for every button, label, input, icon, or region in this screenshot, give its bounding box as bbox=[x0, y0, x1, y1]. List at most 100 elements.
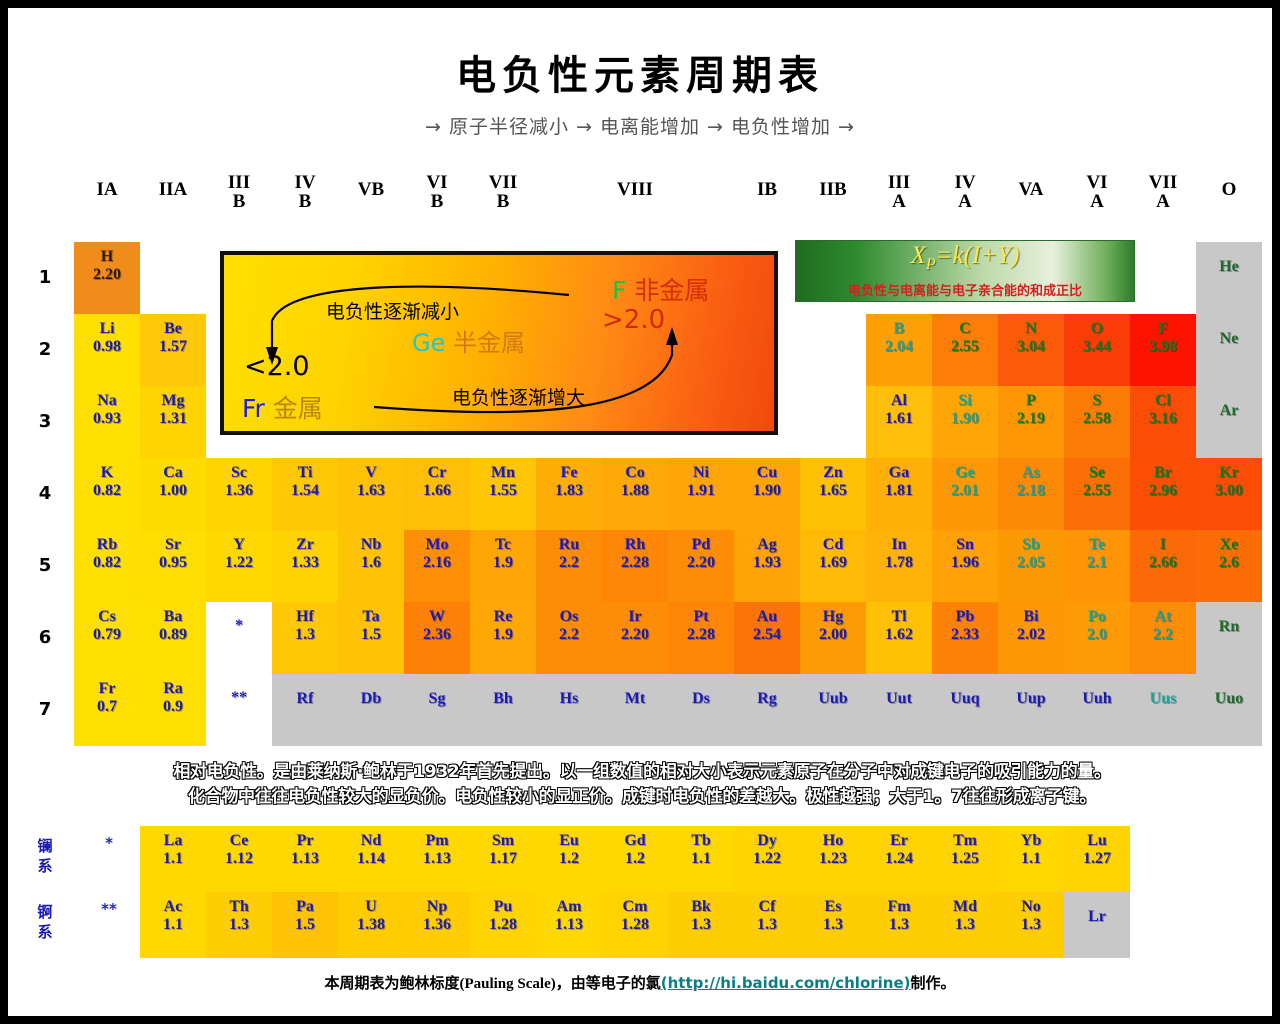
element-cell-U[interactable]: U 1.38 bbox=[338, 892, 404, 958]
element-cell-B[interactable]: B 2.04 bbox=[866, 314, 932, 386]
element-cell-As[interactable]: As 2.18 bbox=[998, 458, 1064, 530]
element-cell-Na[interactable]: Na 0.93 bbox=[74, 386, 140, 458]
element-cell-V[interactable]: V 1.63 bbox=[338, 458, 404, 530]
element-cell-Ra[interactable]: Ra 0.9 bbox=[140, 674, 206, 746]
element-cell-Mt[interactable]: Mt bbox=[602, 674, 668, 746]
element-cell-Br[interactable]: Br 2.96 bbox=[1130, 458, 1196, 530]
element-cell-Ba[interactable]: Ba 0.89 bbox=[140, 602, 206, 674]
element-cell-Sc[interactable]: Sc 1.36 bbox=[206, 458, 272, 530]
element-cell-starstar[interactable]: ** bbox=[206, 674, 272, 746]
element-cell-Mg[interactable]: Mg 1.31 bbox=[140, 386, 206, 458]
element-cell-Cu[interactable]: Cu 1.90 bbox=[734, 458, 800, 530]
element-cell-At[interactable]: At 2.2 bbox=[1130, 602, 1196, 674]
element-cell-Ne[interactable]: Ne bbox=[1196, 314, 1262, 386]
element-cell-Bk[interactable]: Bk 1.3 bbox=[668, 892, 734, 958]
element-cell-C[interactable]: C 2.55 bbox=[932, 314, 998, 386]
element-cell-Ge[interactable]: Ge 2.01 bbox=[932, 458, 998, 530]
element-cell-Er[interactable]: Er 1.24 bbox=[866, 826, 932, 892]
element-cell-Db[interactable]: Db bbox=[338, 674, 404, 746]
element-cell-Al[interactable]: Al 1.61 bbox=[866, 386, 932, 458]
footer-url-link[interactable]: (http://hi.baidu.com/chlorine) bbox=[660, 974, 911, 992]
element-cell-Fm[interactable]: Fm 1.3 bbox=[866, 892, 932, 958]
element-cell-La[interactable]: La 1.1 bbox=[140, 826, 206, 892]
element-cell-Rh[interactable]: Rh 2.28 bbox=[602, 530, 668, 602]
element-cell-Ga[interactable]: Ga 1.81 bbox=[866, 458, 932, 530]
element-cell-Hs[interactable]: Hs bbox=[536, 674, 602, 746]
element-cell-Lr[interactable]: Lr bbox=[1064, 892, 1130, 958]
element-cell-Uuh[interactable]: Uuh bbox=[1064, 674, 1130, 746]
element-cell-Pr[interactable]: Pr 1.13 bbox=[272, 826, 338, 892]
element-cell-Sm[interactable]: Sm 1.17 bbox=[470, 826, 536, 892]
element-cell-Th[interactable]: Th 1.3 bbox=[206, 892, 272, 958]
element-cell-Pa[interactable]: Pa 1.5 bbox=[272, 892, 338, 958]
element-cell-Ta[interactable]: Ta 1.5 bbox=[338, 602, 404, 674]
element-cell-Bh[interactable]: Bh bbox=[470, 674, 536, 746]
element-cell-Li[interactable]: Li 0.98 bbox=[74, 314, 140, 386]
element-cell-Se[interactable]: Se 2.55 bbox=[1064, 458, 1130, 530]
element-cell-Ti[interactable]: Ti 1.54 bbox=[272, 458, 338, 530]
element-cell-Tb[interactable]: Tb 1.1 bbox=[668, 826, 734, 892]
element-cell-Re[interactable]: Re 1.9 bbox=[470, 602, 536, 674]
element-cell-Cm[interactable]: Cm 1.28 bbox=[602, 892, 668, 958]
element-cell-Ds[interactable]: Ds bbox=[668, 674, 734, 746]
element-cell-I[interactable]: I 2.66 bbox=[1130, 530, 1196, 602]
element-cell-Eu[interactable]: Eu 1.2 bbox=[536, 826, 602, 892]
element-cell-Tl[interactable]: Tl 1.62 bbox=[866, 602, 932, 674]
element-cell-Xe[interactable]: Xe 2.6 bbox=[1196, 530, 1262, 602]
element-cell-He[interactable]: He bbox=[1196, 242, 1262, 314]
element-cell-Fr[interactable]: Fr 0.7 bbox=[74, 674, 140, 746]
element-cell-Y[interactable]: Y 1.22 bbox=[206, 530, 272, 602]
element-cell-Tm[interactable]: Tm 1.25 bbox=[932, 826, 998, 892]
element-cell-Cd[interactable]: Cd 1.69 bbox=[800, 530, 866, 602]
element-cell-No[interactable]: No 1.3 bbox=[998, 892, 1064, 958]
element-cell-star[interactable]: * bbox=[206, 602, 272, 674]
element-cell-Fe[interactable]: Fe 1.83 bbox=[536, 458, 602, 530]
element-cell-Cr[interactable]: Cr 1.66 bbox=[404, 458, 470, 530]
element-cell-Mo[interactable]: Mo 2.16 bbox=[404, 530, 470, 602]
element-cell-Sb[interactable]: Sb 2.05 bbox=[998, 530, 1064, 602]
element-cell-Uus[interactable]: Uus bbox=[1130, 674, 1196, 746]
element-cell-Te[interactable]: Te 2.1 bbox=[1064, 530, 1130, 602]
element-cell-Rf[interactable]: Rf bbox=[272, 674, 338, 746]
element-cell-Sg[interactable]: Sg bbox=[404, 674, 470, 746]
element-cell-Au[interactable]: Au 2.54 bbox=[734, 602, 800, 674]
element-cell-F[interactable]: F 3.98 bbox=[1130, 314, 1196, 386]
element-cell-Po[interactable]: Po 2.0 bbox=[1064, 602, 1130, 674]
element-cell-Tc[interactable]: Tc 1.9 bbox=[470, 530, 536, 602]
element-cell-Ni[interactable]: Ni 1.91 bbox=[668, 458, 734, 530]
element-cell-Pt[interactable]: Pt 2.28 bbox=[668, 602, 734, 674]
element-cell-Kr[interactable]: Kr 3.00 bbox=[1196, 458, 1262, 530]
element-cell-N[interactable]: N 3.04 bbox=[998, 314, 1064, 386]
element-cell-S[interactable]: S 2.58 bbox=[1064, 386, 1130, 458]
element-cell-Ag[interactable]: Ag 1.93 bbox=[734, 530, 800, 602]
element-cell-Pb[interactable]: Pb 2.33 bbox=[932, 602, 998, 674]
element-cell-W[interactable]: W 2.36 bbox=[404, 602, 470, 674]
element-cell-Zn[interactable]: Zn 1.65 bbox=[800, 458, 866, 530]
element-cell-Be[interactable]: Be 1.57 bbox=[140, 314, 206, 386]
element-cell-Nd[interactable]: Nd 1.14 bbox=[338, 826, 404, 892]
element-cell-Uuq[interactable]: Uuq bbox=[932, 674, 998, 746]
element-cell-Mn[interactable]: Mn 1.55 bbox=[470, 458, 536, 530]
element-cell-Nb[interactable]: Nb 1.6 bbox=[338, 530, 404, 602]
element-cell-Bi[interactable]: Bi 2.02 bbox=[998, 602, 1064, 674]
element-cell-Dy[interactable]: Dy 1.22 bbox=[734, 826, 800, 892]
element-cell-Hg[interactable]: Hg 2.00 bbox=[800, 602, 866, 674]
element-cell-K[interactable]: K 0.82 bbox=[74, 458, 140, 530]
element-cell-Rg[interactable]: Rg bbox=[734, 674, 800, 746]
element-cell-Rn[interactable]: Rn bbox=[1196, 602, 1262, 674]
element-cell-Uut[interactable]: Uut bbox=[866, 674, 932, 746]
element-cell-In[interactable]: In 1.78 bbox=[866, 530, 932, 602]
element-cell-Os[interactable]: Os 2.2 bbox=[536, 602, 602, 674]
element-cell-Ho[interactable]: Ho 1.23 bbox=[800, 826, 866, 892]
element-cell-Pd[interactable]: Pd 2.20 bbox=[668, 530, 734, 602]
element-cell-Hf[interactable]: Hf 1.3 bbox=[272, 602, 338, 674]
element-cell-Ru[interactable]: Ru 2.2 bbox=[536, 530, 602, 602]
element-cell-Np[interactable]: Np 1.36 bbox=[404, 892, 470, 958]
element-cell-Pm[interactable]: Pm 1.13 bbox=[404, 826, 470, 892]
element-cell-H[interactable]: H 2.20 bbox=[74, 242, 140, 314]
element-cell-Rb[interactable]: Rb 0.82 bbox=[74, 530, 140, 602]
element-cell-Md[interactable]: Md 1.3 bbox=[932, 892, 998, 958]
element-cell-Uup[interactable]: Uup bbox=[998, 674, 1064, 746]
element-cell-P[interactable]: P 2.19 bbox=[998, 386, 1064, 458]
element-cell-Pu[interactable]: Pu 1.28 bbox=[470, 892, 536, 958]
